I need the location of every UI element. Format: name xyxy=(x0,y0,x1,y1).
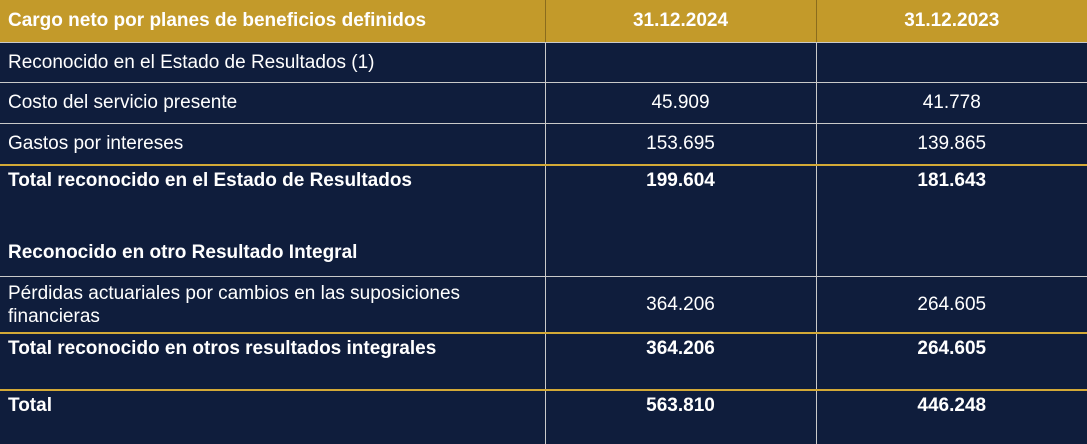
value-2024: 364.206 xyxy=(544,276,816,334)
value-2023 xyxy=(815,42,1087,83)
value-2023: 41.778 xyxy=(815,82,1087,124)
value-2024: 153.695 xyxy=(544,123,816,166)
row-label: Reconocido en el Estado de Resultados (1… xyxy=(0,42,545,83)
row-label: Reconocido en otro Resultado Integral xyxy=(0,203,545,277)
section-row: Reconocido en otro Resultado Integral xyxy=(0,203,1087,277)
table-row: Pérdidas actuariales por cambios en las … xyxy=(0,276,1087,334)
value-2023: 446.248 xyxy=(815,390,1087,444)
value-2024: 45.909 xyxy=(544,82,816,124)
value-2023: 181.643 xyxy=(815,165,1087,203)
value-2024: 563.810 xyxy=(544,390,816,444)
table-row: Gastos por intereses 153.695 139.865 xyxy=(0,123,1087,166)
value-2024: 199.604 xyxy=(544,165,816,203)
table-row: Costo del servicio presente 45.909 41.77… xyxy=(0,82,1087,124)
header-label: Cargo neto por planes de beneficios defi… xyxy=(0,0,545,43)
table-header-row: Cargo neto por planes de beneficios defi… xyxy=(0,0,1087,43)
table-row: Reconocido en el Estado de Resultados (1… xyxy=(0,42,1087,83)
value-2024 xyxy=(544,203,816,277)
row-label: Total xyxy=(8,395,52,416)
value-2023 xyxy=(815,203,1087,277)
row-label: Pérdidas actuariales por cambios en las … xyxy=(0,276,545,334)
value-2023: 139.865 xyxy=(815,123,1087,166)
value-2024: 364.206 xyxy=(544,333,816,391)
value-2023: 264.605 xyxy=(815,276,1087,334)
header-col-2023: 31.12.2023 xyxy=(815,0,1087,43)
grand-total-row: Total 563.810 446.248 xyxy=(0,390,1087,444)
row-label: Gastos por intereses xyxy=(0,123,545,166)
total-row: Total reconocido en otros resultados int… xyxy=(0,333,1087,391)
row-label: Costo del servicio presente xyxy=(0,82,545,124)
value-2024 xyxy=(544,42,816,83)
row-label: Total reconocido en el Estado de Resulta… xyxy=(8,170,413,191)
header-col-2024: 31.12.2024 xyxy=(544,0,816,43)
total-row: Total reconocido en el Estado de Resulta… xyxy=(0,165,1087,203)
value-2023: 264.605 xyxy=(815,333,1087,391)
row-label: Total reconocido en otros resultados int… xyxy=(0,333,545,391)
